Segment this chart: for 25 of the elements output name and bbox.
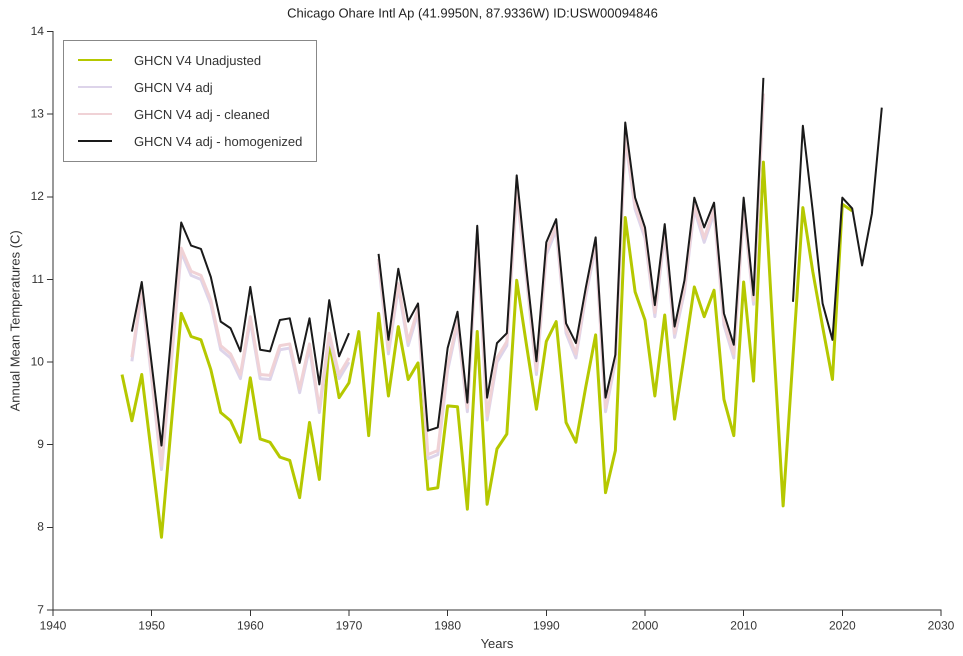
x-tick-label: 2030 [928,618,955,633]
x-tick-label: 1950 [138,618,166,633]
y-axis-title: Annual Mean Temperatures (C) [7,230,22,412]
x-tick-label: 1970 [336,618,363,633]
y-tick-label: 7 [37,602,44,616]
chart-title: Chicago Ohare Intl Ap (41.9950N, 87.9336W) ID:USW00094846 [287,5,658,20]
legend-label: GHCN V4 adj - cleaned [134,106,270,122]
y-tick-label: 9 [37,437,44,452]
legend-label: GHCN V4 Unadjusted [134,52,262,68]
legend-label: GHCN V4 adj - homogenized [134,134,302,149]
x-axis-title: Years [480,636,514,651]
y-tick-label: 10 [30,354,44,368]
y-tick-label: 13 [30,106,44,121]
x-tick-label: 2000 [632,618,659,633]
x-tick-label: 1990 [532,618,560,633]
x-tick-label: 1940 [40,618,67,633]
y-tick-label: 11 [31,272,44,286]
x-tick-label: 2010 [730,618,758,633]
legend-label: GHCN V4 adj [134,80,213,95]
x-tick-label: 1960 [236,618,264,633]
y-tick-label: 12 [30,189,44,204]
y-tick-label: 14 [30,24,44,38]
y-tick-label: 8 [37,520,44,534]
x-tick-label: 2020 [828,618,856,633]
x-tick-label: 1980 [434,618,462,633]
